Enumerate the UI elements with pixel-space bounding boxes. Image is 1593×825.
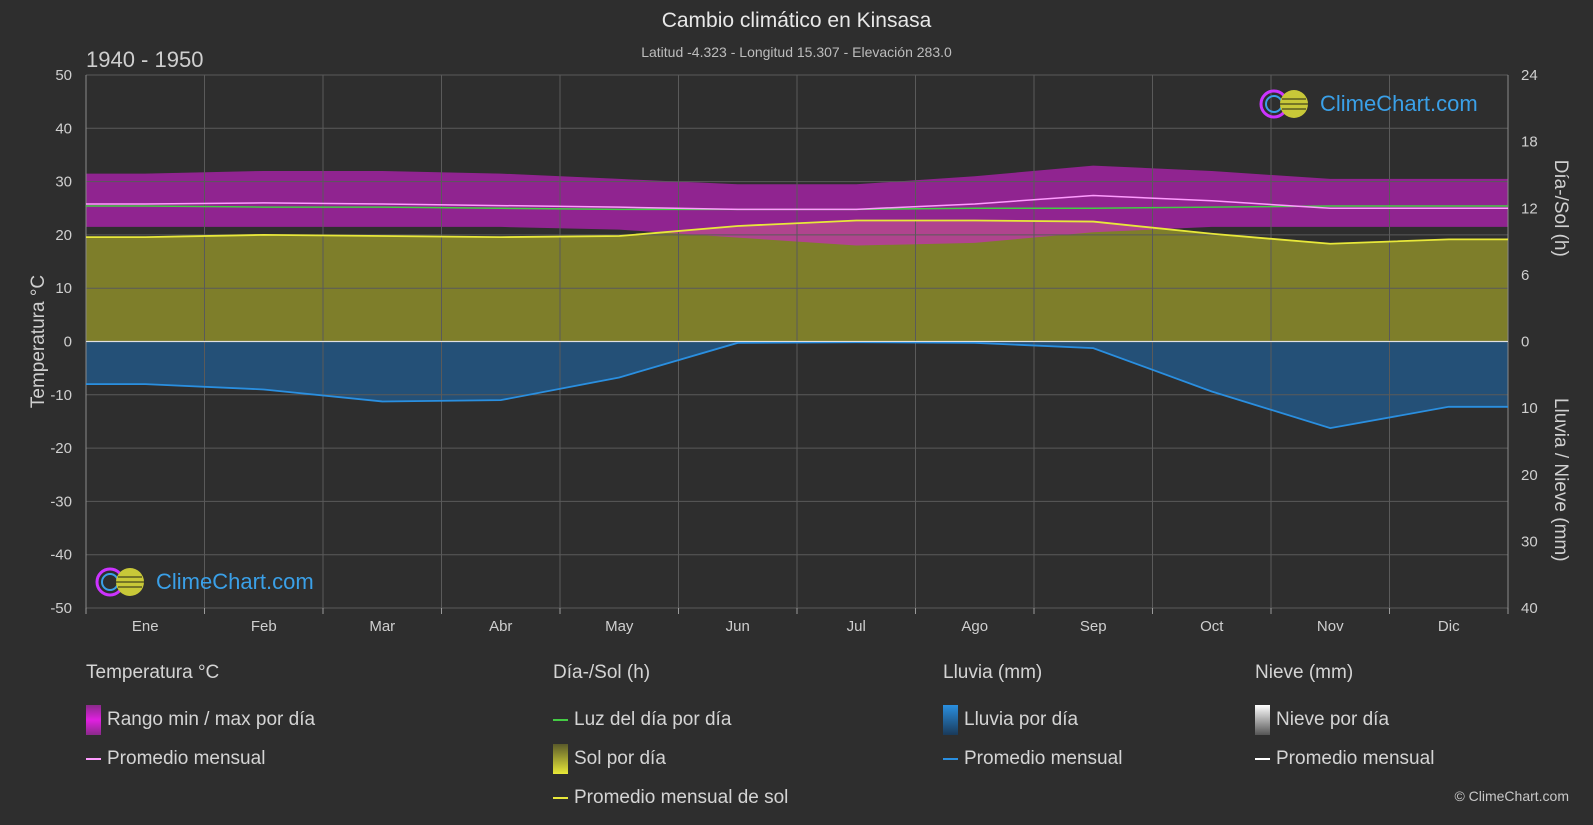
legend-snow: Nieve (mm) Nieve por día Promedio mensua… (1255, 662, 1434, 778)
y-right-bottom-tick-label: 20 (1521, 467, 1538, 484)
legend-rain-row: Lluvia por día (943, 700, 1122, 739)
y-left-tick-label: 30 (55, 174, 72, 191)
legend-temp-range-label: Rango min / max por día (107, 708, 316, 730)
y-left-axis-title: Temperatura °C (28, 275, 49, 408)
x-month-label: Sep (1080, 618, 1107, 635)
y-right-bottom-tick-label: 10 (1521, 400, 1538, 417)
x-month-label: Mar (369, 618, 395, 635)
y-right-bottom-tick-label: 40 (1521, 600, 1538, 617)
legend-daylight: Día-/Sol (h) Luz del día por día Sol por… (553, 662, 788, 817)
legend-temp-avg-label: Promedio mensual (107, 747, 266, 769)
x-month-label: Jun (726, 618, 750, 635)
legend-snow-label: Nieve por día (1276, 708, 1390, 730)
legend-sun-avg-row: Promedio mensual de sol (553, 778, 788, 817)
y-right-bottom-axis-title: Lluvia / Nieve (mm) (1550, 398, 1571, 562)
legend-sun-label: Sol por día (574, 747, 666, 769)
x-month-label: May (605, 618, 634, 635)
x-month-label: Jul (847, 618, 866, 635)
y-right-top-tick-label: 0 (1521, 334, 1529, 351)
legend-temp-avg: Promedio mensual (86, 739, 315, 778)
sun-swatch (553, 743, 568, 774)
y-left-tick-label: 10 (55, 280, 72, 297)
sun-avg-line (86, 219, 1508, 245)
y-left-tick-label: -20 (50, 440, 72, 457)
legend-sun-avg-label: Promedio mensual de sol (574, 786, 789, 808)
y-left-tick-label: -50 (50, 600, 72, 617)
y-right-top-tick-label: 24 (1521, 67, 1538, 84)
y-left-tick-label: -10 (50, 387, 72, 404)
x-month-label: Oct (1200, 618, 1224, 635)
copyright: © ClimeChart.com (1454, 788, 1569, 804)
legend-snow-avg-label: Promedio mensual (1276, 747, 1435, 769)
legend-snow-row: Nieve por día (1255, 700, 1434, 739)
y-right-top-tick-label: 18 (1521, 134, 1538, 151)
y-left-tick-label: 20 (55, 227, 72, 244)
temp-avg-swatch (86, 757, 101, 760)
y-left-tick-label: 0 (64, 334, 72, 351)
chart-subtitle: Latitud -4.323 - Longitud 15.307 - Eleva… (641, 44, 952, 60)
period-label: 1940 - 1950 (86, 47, 204, 72)
logo-top[interactable]: ClimeChart.com (1258, 88, 1478, 120)
x-month-label: Feb (251, 618, 277, 635)
logo-text: ClimeChart.com (1320, 91, 1478, 116)
snow-swatch (1255, 704, 1270, 735)
y-right-top-axis-title: Día-/Sol (h) (1550, 160, 1571, 257)
legend-daylight-head: Día-/Sol (h) (553, 662, 651, 683)
legend-daylight-row: Luz del día por día (553, 700, 788, 739)
legend-snow-avg-row: Promedio mensual (1255, 739, 1434, 778)
legend-temperature-head: Temperatura °C (86, 662, 220, 683)
chart-title: Cambio climático en Kinsasa (661, 9, 932, 32)
y-right-bottom-tick-label: 30 (1521, 533, 1538, 550)
rain-avg-swatch (943, 757, 958, 760)
x-month-label: Ene (132, 618, 159, 635)
snow-avg-swatch (1255, 757, 1270, 760)
climechart-logo-icon (1259, 89, 1308, 119)
rain-swatch (943, 704, 958, 735)
legend-rain-avg-row: Promedio mensual (943, 739, 1122, 778)
legend-rain: Lluvia (mm) Lluvia por día Promedio mens… (943, 662, 1122, 778)
legend-daylight-label: Luz del día por día (574, 708, 732, 730)
temp-range-swatch (86, 704, 101, 735)
y-right-top-tick-label: 12 (1521, 200, 1538, 217)
climechart-logo-icon (95, 567, 144, 597)
legend-sun-row: Sol por día (553, 739, 788, 778)
y-left-tick-label: -40 (50, 547, 72, 564)
y-left-tick-label: 50 (55, 67, 72, 84)
y-left-tick-label: 40 (55, 120, 72, 137)
x-month-label: Abr (489, 618, 512, 635)
legend-snow-head: Nieve (mm) (1255, 662, 1354, 683)
legend-temp-range: Rango min / max por día (86, 700, 315, 739)
x-month-label: Ago (961, 618, 988, 635)
logo-bottom[interactable]: ClimeChart.com (94, 566, 314, 598)
legend-rain-label: Lluvia por día (964, 708, 1079, 730)
logo-text: ClimeChart.com (156, 569, 314, 594)
temp-avg-line (86, 194, 1508, 211)
rain-avg-line (86, 341, 1508, 430)
y-left-tick-label: -30 (50, 493, 72, 510)
legend-rain-head: Lluvia (mm) (943, 662, 1043, 683)
x-month-label: Nov (1317, 618, 1344, 635)
legend-temperature: Temperatura °C Rango min / max por día P… (86, 662, 315, 778)
daylight-swatch (553, 718, 568, 721)
climate-chart: 50 40 30 20 10 0 -10 -20 -30 -40 -50 24 18 12 6 0 10 20 30… (28, 67, 1571, 635)
sun-avg-swatch (553, 796, 568, 799)
x-month-label: Dic (1438, 618, 1460, 635)
y-right-top-tick-label: 6 (1521, 267, 1529, 284)
legend-rain-avg-label: Promedio mensual (964, 747, 1123, 769)
